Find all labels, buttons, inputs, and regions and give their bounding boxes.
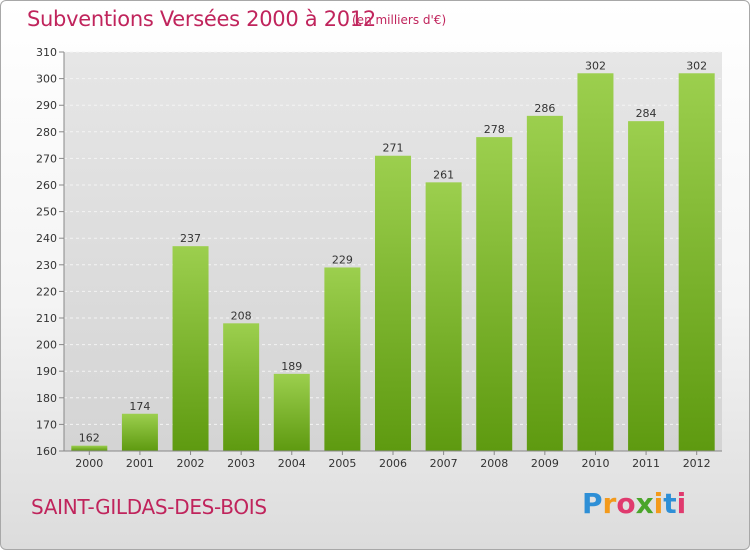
y-tick-label: 300 — [36, 73, 57, 86]
x-tick-label-2009: 2009 — [531, 457, 559, 470]
data-label-2004: 189 — [281, 360, 302, 373]
y-tick-label: 200 — [36, 339, 57, 352]
data-label-2003: 208 — [231, 309, 252, 322]
logo-letter: t — [663, 487, 677, 520]
data-label-2009: 286 — [534, 102, 555, 115]
x-tick-label-2006: 2006 — [379, 457, 407, 470]
logo-letter: x — [635, 487, 654, 520]
data-label-2005: 229 — [332, 253, 353, 266]
data-label-2001: 174 — [129, 400, 150, 413]
data-label-2000: 162 — [79, 432, 100, 445]
bar-2006 — [375, 155, 411, 452]
y-axis: 160 170 180 190 200 210 220 230 240 250 260 270 280 2… — [36, 46, 65, 458]
bar-2009 — [526, 115, 563, 451]
x-axis: 2000 2001 2002 2003 2004 2005 2006 2007 2008 2009… — [64, 450, 722, 470]
data-label-2010: 302 — [585, 59, 606, 72]
x-tick-label-2002: 2002 — [177, 457, 205, 470]
y-tick-label: 310 — [36, 46, 57, 59]
bar-2011 — [628, 121, 665, 451]
data-label-2012: 302 — [686, 59, 707, 72]
place-name: SAINT-GILDAS-DES-BOIS — [31, 495, 267, 519]
bar-2007 — [425, 182, 462, 451]
y-tick-label: 290 — [36, 99, 57, 112]
bar-2012 — [678, 73, 715, 451]
logo-letter: i — [653, 487, 664, 520]
x-tick-label-2003: 2003 — [227, 457, 255, 470]
chart-title: Subventions Versées 2000 à 2012 — [27, 7, 376, 31]
y-tick-label: 240 — [36, 232, 57, 245]
data-label-2002: 237 — [180, 232, 201, 245]
data-label-2008: 278 — [484, 123, 505, 136]
y-tick-label: 220 — [36, 285, 57, 298]
data-label-2011: 284 — [636, 107, 657, 120]
data-label-2007: 261 — [433, 168, 454, 181]
y-tick-label: 280 — [36, 126, 57, 139]
y-tick-label: 260 — [36, 179, 57, 192]
y-tick-label: 210 — [36, 312, 57, 325]
proxiti-logo[interactable]: Proxiti — [582, 487, 686, 520]
data-label-2006: 271 — [383, 142, 404, 155]
chart-subtitle: (en milliers d'€) — [352, 13, 447, 27]
logo-letter: i — [676, 487, 687, 520]
y-tick-label: 170 — [36, 418, 57, 431]
x-tick-label-2012: 2012 — [683, 457, 711, 470]
bar-2002 — [172, 246, 209, 451]
logo-letter: o — [616, 487, 636, 520]
y-tick-label: 190 — [36, 365, 57, 378]
bars-group: 162 174 237 208 189 229 271 261 278 286 302 284 302 — [71, 59, 715, 452]
bar-2000 — [71, 445, 108, 451]
x-tick-label-2007: 2007 — [430, 457, 458, 470]
y-tick-label: 180 — [36, 392, 57, 405]
bar-2008 — [476, 137, 513, 451]
y-tick-label: 230 — [36, 259, 57, 272]
y-tick-label: 160 — [36, 445, 57, 458]
x-tick-label-2010: 2010 — [581, 457, 609, 470]
logo-letter: r — [602, 487, 617, 520]
x-tick-label-2001: 2001 — [126, 457, 154, 470]
x-tick-label-2008: 2008 — [480, 457, 508, 470]
x-tick-label-2004: 2004 — [278, 457, 306, 470]
x-tick-label-2000: 2000 — [75, 457, 103, 470]
y-tick-label: 270 — [36, 152, 57, 165]
bar-2003 — [223, 323, 260, 451]
bar-2001 — [121, 413, 158, 451]
y-tick-label: 250 — [36, 206, 57, 219]
bar-2005 — [324, 267, 361, 451]
bar-2004 — [273, 373, 310, 451]
bar-2010 — [577, 73, 614, 451]
x-tick-label-2005: 2005 — [328, 457, 356, 470]
logo-letter: P — [582, 487, 603, 520]
x-tick-label-2011: 2011 — [632, 457, 660, 470]
